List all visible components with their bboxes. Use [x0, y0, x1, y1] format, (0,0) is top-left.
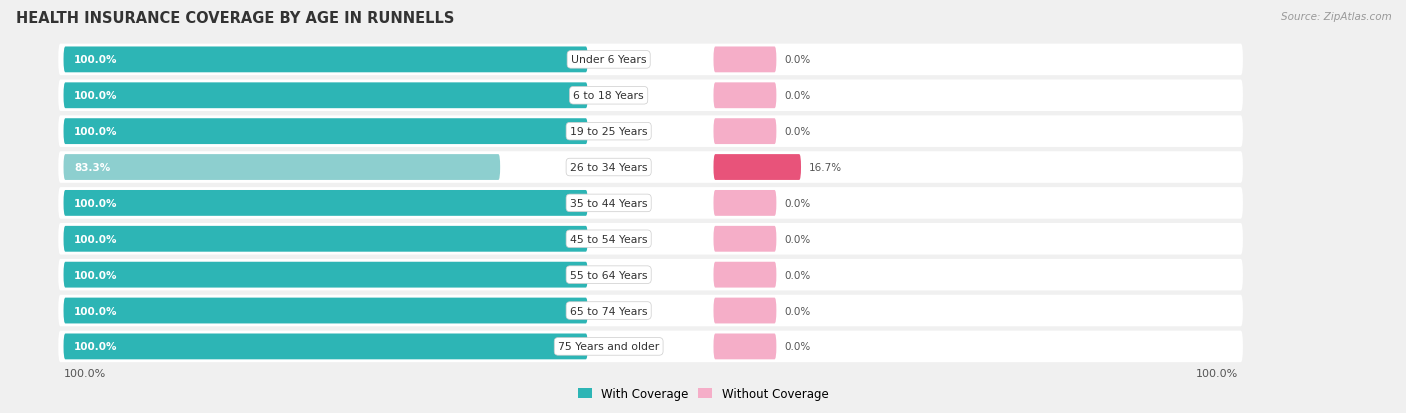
Text: 0.0%: 0.0%	[785, 198, 810, 209]
Text: Source: ZipAtlas.com: Source: ZipAtlas.com	[1281, 12, 1392, 22]
Text: 83.3%: 83.3%	[75, 163, 110, 173]
Text: 55 to 64 Years: 55 to 64 Years	[569, 270, 647, 280]
Text: 0.0%: 0.0%	[785, 91, 810, 101]
FancyBboxPatch shape	[58, 80, 1243, 112]
Text: 100.0%: 100.0%	[1195, 368, 1237, 378]
Text: Under 6 Years: Under 6 Years	[571, 55, 647, 65]
Legend: With Coverage, Without Coverage: With Coverage, Without Coverage	[572, 383, 834, 405]
FancyBboxPatch shape	[713, 298, 776, 324]
Text: 19 to 25 Years: 19 to 25 Years	[569, 127, 647, 137]
FancyBboxPatch shape	[63, 47, 588, 73]
FancyBboxPatch shape	[63, 190, 588, 216]
Text: 16.7%: 16.7%	[808, 163, 842, 173]
FancyBboxPatch shape	[58, 188, 1243, 219]
FancyBboxPatch shape	[713, 155, 801, 180]
Text: 0.0%: 0.0%	[785, 55, 810, 65]
FancyBboxPatch shape	[58, 152, 1243, 183]
Text: 26 to 34 Years: 26 to 34 Years	[569, 163, 647, 173]
FancyBboxPatch shape	[58, 295, 1243, 327]
FancyBboxPatch shape	[58, 259, 1243, 291]
FancyBboxPatch shape	[63, 262, 588, 288]
FancyBboxPatch shape	[63, 226, 588, 252]
Text: 0.0%: 0.0%	[785, 270, 810, 280]
FancyBboxPatch shape	[58, 116, 1243, 147]
FancyBboxPatch shape	[713, 119, 776, 145]
Text: 100.0%: 100.0%	[75, 91, 118, 101]
FancyBboxPatch shape	[58, 45, 1243, 76]
FancyBboxPatch shape	[63, 83, 588, 109]
Text: 100.0%: 100.0%	[75, 342, 118, 351]
FancyBboxPatch shape	[713, 83, 776, 109]
FancyBboxPatch shape	[63, 334, 588, 359]
Text: 0.0%: 0.0%	[785, 342, 810, 351]
FancyBboxPatch shape	[713, 262, 776, 288]
FancyBboxPatch shape	[58, 223, 1243, 255]
Text: 6 to 18 Years: 6 to 18 Years	[574, 91, 644, 101]
Text: HEALTH INSURANCE COVERAGE BY AGE IN RUNNELLS: HEALTH INSURANCE COVERAGE BY AGE IN RUNN…	[17, 11, 454, 26]
Text: 100.0%: 100.0%	[75, 234, 118, 244]
FancyBboxPatch shape	[713, 334, 776, 359]
Text: 0.0%: 0.0%	[785, 234, 810, 244]
Text: 45 to 54 Years: 45 to 54 Years	[569, 234, 647, 244]
Text: 100.0%: 100.0%	[75, 127, 118, 137]
Text: 35 to 44 Years: 35 to 44 Years	[569, 198, 647, 209]
Text: 100.0%: 100.0%	[75, 198, 118, 209]
FancyBboxPatch shape	[713, 190, 776, 216]
FancyBboxPatch shape	[63, 155, 501, 180]
Text: 100.0%: 100.0%	[75, 270, 118, 280]
Text: 0.0%: 0.0%	[785, 306, 810, 316]
FancyBboxPatch shape	[58, 331, 1243, 362]
FancyBboxPatch shape	[713, 47, 776, 73]
Text: 65 to 74 Years: 65 to 74 Years	[569, 306, 647, 316]
Text: 100.0%: 100.0%	[63, 368, 105, 378]
FancyBboxPatch shape	[63, 119, 588, 145]
FancyBboxPatch shape	[713, 226, 776, 252]
FancyBboxPatch shape	[63, 298, 588, 324]
Text: 0.0%: 0.0%	[785, 127, 810, 137]
Text: 75 Years and older: 75 Years and older	[558, 342, 659, 351]
Text: 100.0%: 100.0%	[75, 55, 118, 65]
Text: 100.0%: 100.0%	[75, 306, 118, 316]
